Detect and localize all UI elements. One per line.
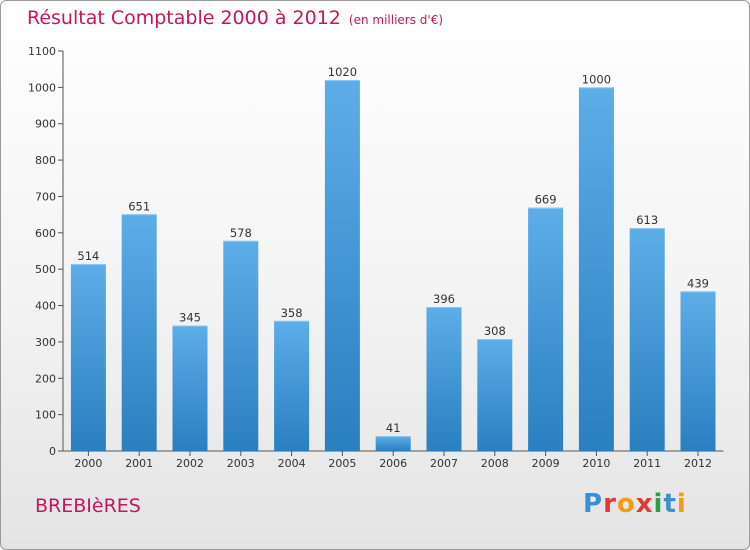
logo-letter: i [653,489,664,519]
logo-letter: r [603,489,617,519]
logo-letter: o [616,489,636,519]
x-tick-label-2006: 2006 [379,457,407,470]
y-tick-label: 1100 [28,45,56,58]
value-label-2008: 308 [484,324,506,338]
y-tick-label: 600 [35,227,56,240]
bar-2008 [477,339,513,451]
bar-2000 [70,264,106,451]
bar-2010 [578,87,614,451]
chart-title: Résultat Comptable 2000 à 2012 (en millie… [27,7,443,29]
x-tick-label-2011: 2011 [633,457,661,470]
value-label-2003: 578 [230,226,252,240]
chart-bars [70,80,716,451]
y-tick-label: 500 [35,263,56,276]
bar-2006 [375,436,411,451]
value-label-2007: 396 [433,292,455,306]
x-tick-label-2005: 2005 [328,457,356,470]
bar-2012 [680,291,716,451]
value-label-2000: 514 [77,249,99,263]
x-tick-label-2010: 2010 [582,457,610,470]
x-tick-label-2000: 2000 [74,457,102,470]
value-label-2009: 669 [535,193,557,207]
x-tick-label-2007: 2007 [430,457,458,470]
bar-2004 [274,320,310,451]
bar-2007 [426,307,462,451]
bar-2002 [172,325,208,451]
x-tick-label-2001: 2001 [125,457,153,470]
y-tick-label: 700 [35,190,56,203]
y-tick-label: 0 [49,445,56,458]
proxiti-logo: Proxiti [583,489,687,519]
y-tick-label: 900 [35,118,56,131]
x-tick-label-2002: 2002 [176,457,204,470]
logo-letter: P [583,489,604,519]
x-tick-label-2003: 2003 [227,457,255,470]
x-tick-label-2008: 2008 [481,457,509,470]
bar-2001 [121,214,157,451]
chart-title-text: Résultat Comptable 2000 à 2012 [27,7,341,29]
value-label-2012: 439 [687,276,709,290]
y-tick-label: 100 [35,409,56,422]
y-tick-label: 800 [35,154,56,167]
logo-letter: t [663,489,677,519]
value-label-2011: 613 [636,213,658,227]
value-label-2002: 345 [179,311,201,325]
value-label-2006: 41 [386,421,401,435]
value-label-2004: 358 [281,306,303,320]
value-label-2001: 651 [128,199,150,213]
chart-subtitle: (en milliers d'€) [348,13,444,27]
x-tick-label-2012: 2012 [684,457,712,470]
bar-2011 [629,228,665,451]
value-label-2010: 1000 [582,72,611,86]
bar-2009 [528,207,564,451]
y-tick-label: 300 [35,336,56,349]
y-tick-label: 1000 [28,81,56,94]
logo-letter: x [635,489,654,519]
value-label-2005: 1020 [328,65,357,79]
x-tick-label-2004: 2004 [278,457,306,470]
bar-2003 [223,240,259,451]
logo-letter: i [676,489,687,519]
bar-2005 [324,80,360,451]
town-name: BREBIèRES [35,495,141,517]
x-tick-label-2009: 2009 [532,457,560,470]
y-tick-label: 200 [35,372,56,385]
chart-value-labels: 514 651 345 578 358 1020 41 396 308 669 1000 613 439 [77,65,709,435]
y-tick-label: 400 [35,300,56,313]
